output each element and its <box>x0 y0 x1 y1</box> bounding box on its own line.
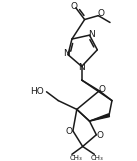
Polygon shape <box>89 114 109 121</box>
Text: O: O <box>98 9 105 18</box>
Text: O: O <box>65 127 72 136</box>
Text: N: N <box>78 63 85 72</box>
Text: O: O <box>70 2 77 11</box>
Text: CH₃: CH₃ <box>70 155 83 161</box>
Text: N: N <box>63 49 69 58</box>
Text: N: N <box>88 30 95 39</box>
Text: O: O <box>99 85 106 94</box>
Text: CH₃: CH₃ <box>90 155 103 161</box>
Text: HO: HO <box>30 87 44 96</box>
Text: O: O <box>97 131 104 140</box>
